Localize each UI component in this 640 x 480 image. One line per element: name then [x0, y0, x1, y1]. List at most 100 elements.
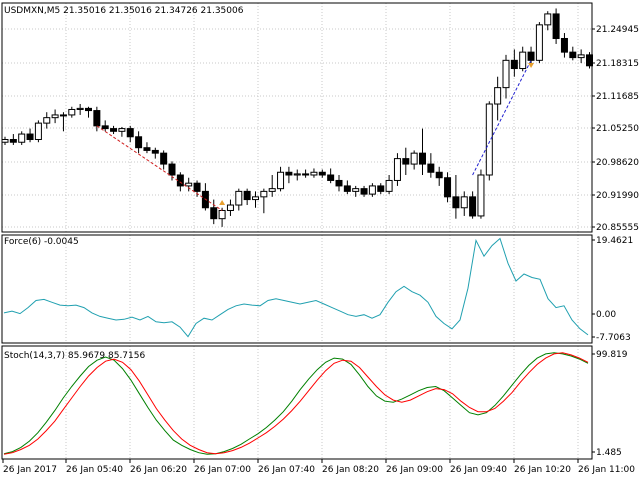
candle-body — [343, 185, 351, 192]
candle-body — [535, 24, 543, 61]
candle[interactable] — [252, 191, 259, 208]
candle[interactable] — [268, 174, 276, 197]
candle-body — [26, 133, 34, 141]
candle[interactable] — [235, 188, 243, 211]
candle[interactable] — [26, 128, 34, 143]
candle[interactable] — [327, 168, 335, 184]
candle[interactable] — [419, 128, 426, 175]
candle[interactable] — [552, 8, 560, 44]
candle-body — [452, 196, 460, 209]
candle[interactable] — [293, 169, 301, 181]
candle[interactable] — [544, 11, 552, 31]
candle[interactable] — [460, 191, 468, 216]
panel-frame — [1, 345, 593, 460]
candle[interactable] — [143, 142, 151, 154]
candle-body — [101, 125, 109, 130]
candle[interactable] — [519, 46, 527, 72]
candle-body — [469, 196, 477, 217]
candle[interactable] — [76, 104, 84, 115]
candle[interactable] — [277, 166, 285, 192]
candle-body — [544, 13, 552, 26]
candle[interactable] — [260, 188, 268, 214]
candle[interactable] — [410, 150, 418, 170]
force-indicator-title: Force(6) -0.0045 — [4, 237, 79, 247]
candle-body — [185, 182, 193, 187]
candle-body — [310, 171, 318, 176]
candle[interactable] — [510, 49, 518, 77]
force-panel[interactable] — [3, 237, 589, 338]
candle[interactable] — [352, 185, 360, 197]
candle[interactable] — [569, 46, 577, 61]
candle[interactable] — [285, 166, 293, 184]
candle[interactable] — [502, 54, 510, 99]
candle[interactable] — [110, 125, 118, 135]
candle[interactable] — [435, 166, 443, 186]
candle-body — [327, 174, 335, 181]
force-line — [3, 237, 589, 338]
candle[interactable] — [485, 101, 493, 181]
candle-body — [118, 128, 126, 132]
candle[interactable] — [427, 153, 435, 178]
candle-body — [510, 59, 518, 70]
candle-body — [385, 179, 393, 192]
candle[interactable] — [318, 169, 326, 178]
candle[interactable] — [226, 199, 234, 216]
candle[interactable] — [477, 169, 485, 219]
candle[interactable] — [93, 106, 101, 132]
candle[interactable] — [151, 147, 159, 159]
candle[interactable] — [385, 174, 393, 195]
price-panel[interactable] — [1, 8, 593, 227]
candle[interactable] — [335, 174, 343, 192]
candle[interactable] — [68, 106, 76, 118]
candle[interactable] — [452, 174, 460, 219]
candle-body — [494, 87, 502, 105]
candle[interactable] — [444, 172, 452, 203]
candle[interactable] — [469, 191, 477, 219]
candle[interactable] — [577, 49, 585, 64]
candle[interactable] — [560, 33, 568, 58]
candle-body — [226, 204, 234, 211]
candle[interactable] — [43, 112, 51, 129]
candle[interactable] — [160, 150, 168, 170]
x-tick-label: 26 Jan 09:40 — [450, 465, 507, 475]
candle-body — [76, 107, 84, 110]
candle[interactable] — [135, 131, 143, 154]
candle[interactable] — [59, 112, 67, 132]
candle[interactable] — [85, 106, 92, 118]
candle[interactable] — [101, 120, 109, 132]
candle[interactable] — [310, 168, 318, 178]
y-tick-label: 21.11685 — [596, 92, 639, 102]
candle-body — [485, 103, 493, 176]
candle[interactable] — [210, 199, 218, 225]
panel-frames — [1, 2, 593, 460]
x-tick-label: 26 Jan 07:40 — [258, 465, 315, 475]
candle[interactable] — [377, 183, 385, 195]
candle-body — [143, 147, 151, 151]
candle[interactable] — [494, 76, 502, 121]
candle[interactable] — [402, 147, 410, 175]
candle[interactable] — [51, 109, 59, 124]
candle[interactable] — [527, 46, 535, 64]
x-tick-label: 26 Jan 08:20 — [322, 465, 379, 475]
candle[interactable] — [368, 183, 376, 197]
candle-body — [34, 122, 42, 141]
stoch-indicator-title: Stoch(14,3,7) 85.9679 85.7156 — [4, 351, 145, 361]
candle[interactable] — [243, 188, 251, 206]
candle[interactable] — [168, 161, 176, 181]
candle-body — [577, 54, 585, 59]
candle[interactable] — [118, 126, 126, 137]
stoch-panel[interactable] — [3, 352, 589, 455]
candle[interactable] — [360, 185, 368, 197]
candle[interactable] — [126, 125, 134, 143]
candle[interactable] — [535, 22, 543, 64]
candle[interactable] — [18, 131, 26, 145]
candle[interactable] — [393, 153, 401, 186]
candle[interactable] — [9, 134, 17, 145]
candle-body — [126, 128, 134, 138]
candle-body — [519, 51, 527, 70]
candle[interactable] — [185, 177, 193, 192]
candle[interactable] — [302, 169, 310, 178]
candle[interactable] — [343, 180, 351, 195]
candle[interactable] — [34, 120, 42, 143]
